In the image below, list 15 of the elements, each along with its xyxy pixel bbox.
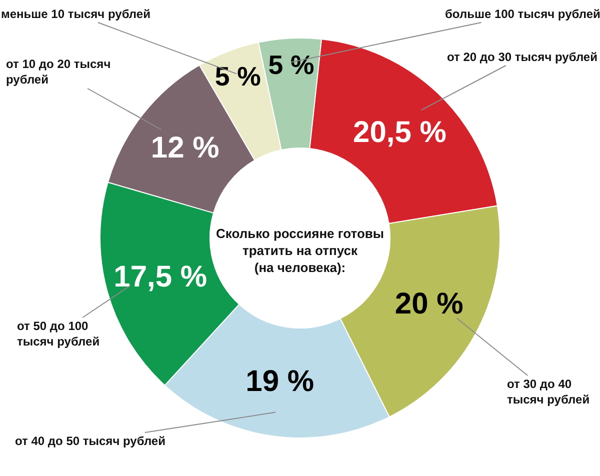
slice-label: больше 100 тысяч рублей [445, 7, 600, 21]
slice-label: от 40 до 50 тысяч рублей [15, 434, 166, 448]
slice-label: от 10 до 20 тысяч рублей [6, 57, 111, 87]
data-label: 5 % [214, 61, 262, 92]
slice-label: от 50 до 100 тысяч рублей [17, 319, 100, 349]
text: Сколько россияне готовы тратить на отпуск (на человека): [216, 226, 384, 275]
slice-label: меньше 10 тысяч рублей [1, 7, 150, 21]
data-label: 19 % [246, 365, 314, 398]
data-label: 20,5 % [353, 116, 446, 150]
data-label: 17,5 % [114, 260, 208, 294]
data-label: 12 % [150, 132, 220, 165]
slice-label: от 20 до 30 тысяч рублей [447, 50, 598, 64]
data-label: 5 % [268, 50, 314, 80]
data-label: 20 % [394, 288, 464, 321]
slice-label: от 30 до 40 тысяч рублей [507, 377, 590, 407]
